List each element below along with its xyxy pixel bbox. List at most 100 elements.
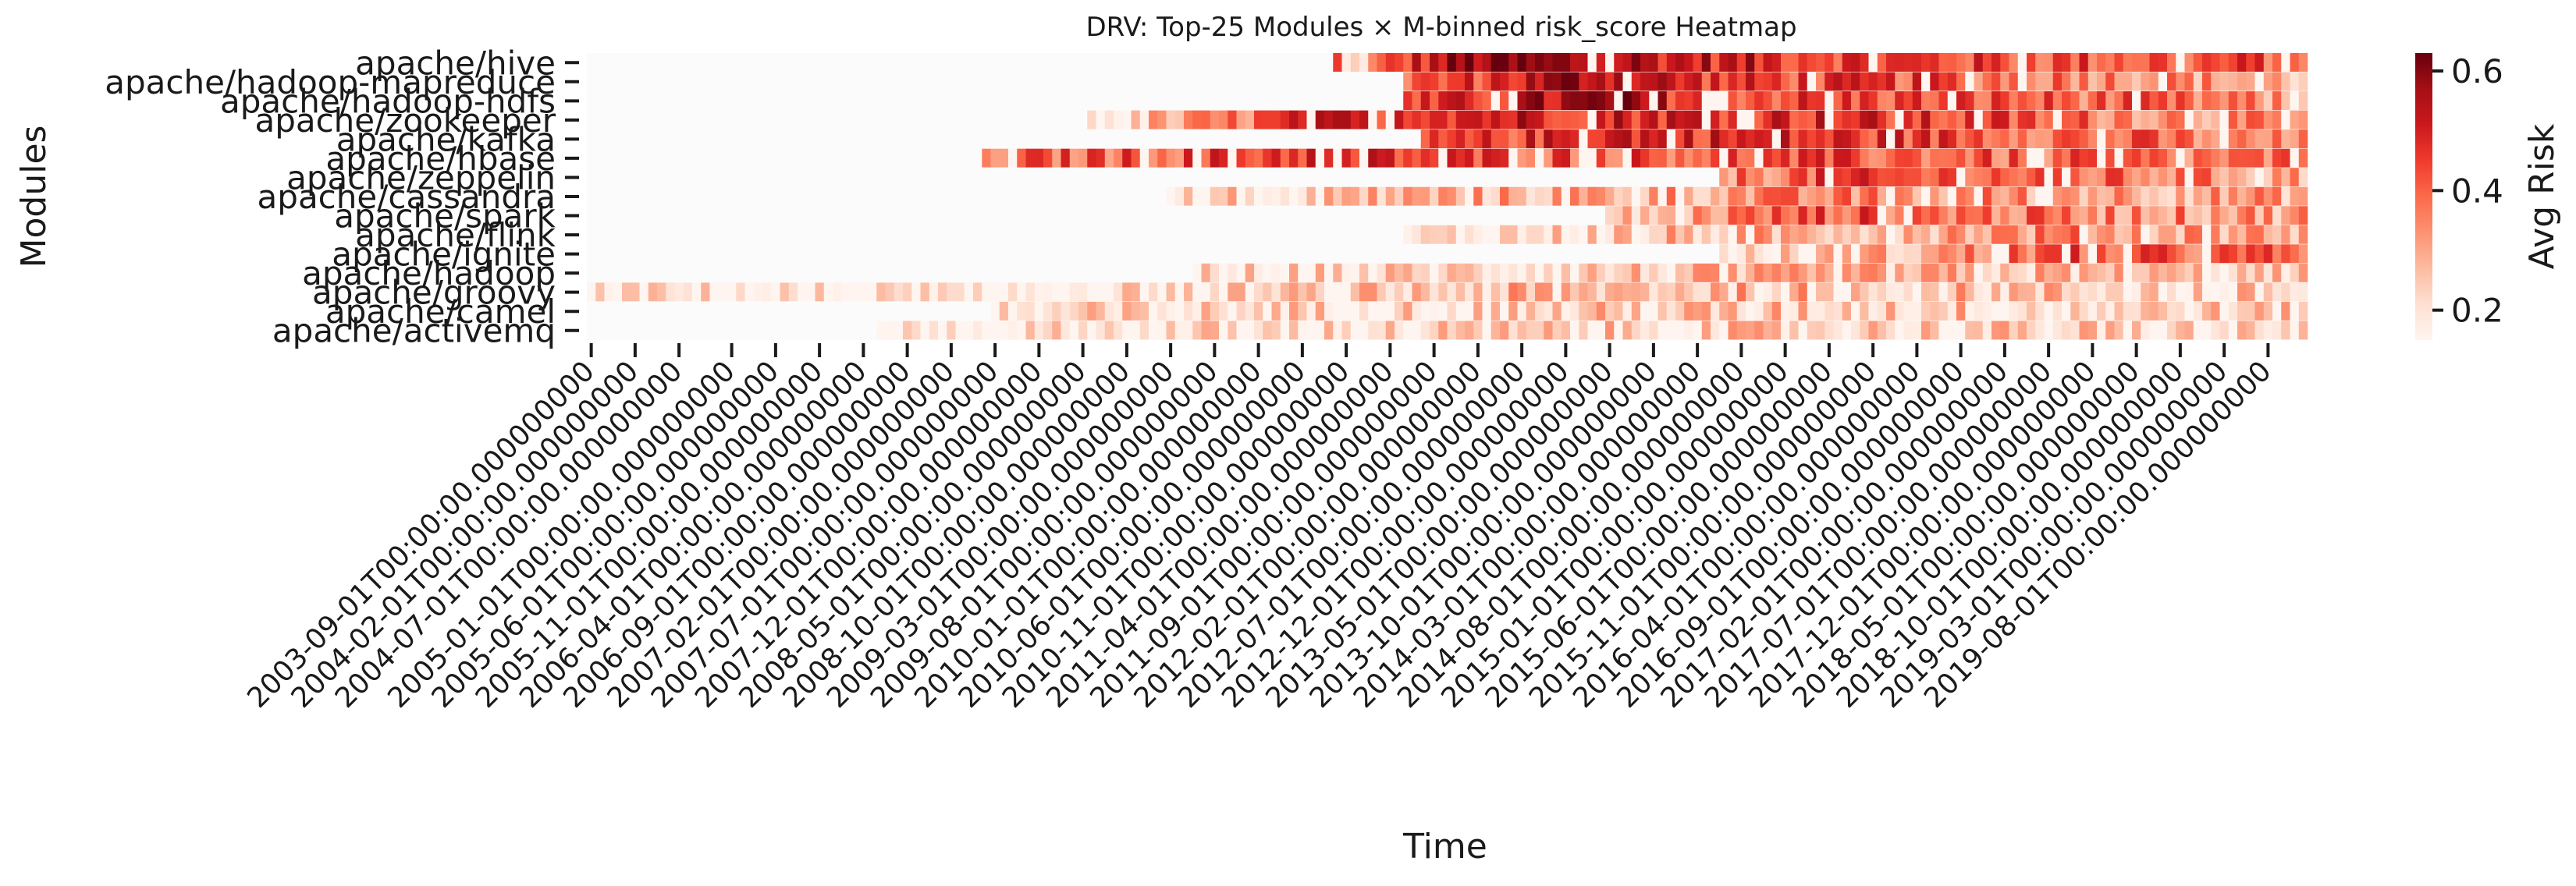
heatmap-cell (1631, 53, 1641, 72)
heatmap-cell (1798, 263, 1808, 282)
heatmap-cell (1658, 148, 1668, 168)
heatmap-cell (2141, 53, 2150, 72)
heatmap-cell (2237, 72, 2247, 91)
heatmap-cell (2087, 301, 2098, 321)
heatmap-cell (2097, 244, 2106, 264)
heatmap-cell (2114, 186, 2124, 206)
heatmap-cell (1561, 110, 1571, 129)
heatmap-cell (1500, 263, 1509, 282)
heatmap-cell (2158, 53, 2168, 72)
heatmap-cell (2044, 225, 2054, 244)
heatmap-cell (1658, 129, 1668, 149)
heatmap-cell (1816, 148, 1825, 168)
heatmap-cell (2211, 148, 2220, 168)
heatmap-cell (1236, 301, 1246, 321)
heatmap-cell (2219, 186, 2230, 206)
heatmap-cell (2017, 321, 2027, 340)
heatmap-cell (1701, 263, 1711, 282)
heatmap-cell (1315, 110, 1325, 129)
heatmap-cell (1508, 282, 1518, 302)
heatmap-cell (2062, 91, 2071, 110)
heatmap-cell (1061, 148, 1071, 168)
heatmap-cell (1798, 282, 1808, 302)
heatmap-cell (1412, 110, 1422, 129)
heatmap-cell (1631, 129, 1641, 149)
heatmap-cell (1886, 148, 1896, 168)
heatmap-cell (2246, 301, 2255, 321)
heatmap-cell (1921, 225, 1931, 244)
heatmap-cell (2009, 244, 2019, 264)
heatmap-cell (2149, 110, 2159, 129)
heatmap-cell (1596, 186, 1606, 206)
heatmap-cell (1385, 53, 1395, 72)
heatmap-cell (1860, 282, 1869, 302)
heatmap-cell (1921, 129, 1931, 149)
heatmap-cell (1280, 186, 1290, 206)
heatmap-cell (2167, 129, 2176, 149)
heatmap-cell (1622, 148, 1633, 168)
heatmap-cell (1736, 263, 1746, 282)
heatmap-cell (2000, 72, 2009, 91)
heatmap-cell (1017, 301, 1026, 321)
heatmap-cell (2228, 206, 2238, 225)
heatmap-cell (1420, 225, 1430, 244)
heatmap-cell (1017, 282, 1026, 302)
heatmap-cell (1587, 282, 1597, 302)
heatmap-cell (1455, 301, 1466, 321)
heatmap-cell (2087, 225, 2098, 244)
heatmap-cell (1280, 110, 1290, 129)
heatmap-cell (2097, 53, 2106, 72)
heatmap-cell (1666, 206, 1676, 225)
heatmap-cell (788, 282, 798, 302)
heatmap-cell (1166, 321, 1176, 340)
heatmap-cell (1561, 148, 1571, 168)
heatmap-cell (1684, 301, 1693, 321)
heatmap-cell (1412, 321, 1422, 340)
heatmap-cell (2158, 206, 2168, 225)
heatmap-cell (1763, 129, 1773, 149)
heatmap-cell (1455, 110, 1466, 129)
heatmap-cell (2017, 206, 2027, 225)
heatmap-cell (2079, 91, 2089, 110)
heatmap-cell (2017, 225, 2027, 244)
heatmap-cell (1508, 129, 1518, 149)
heatmap-cell (2219, 206, 2230, 225)
heatmap-cell (2254, 282, 2265, 302)
heatmap-cell (2105, 91, 2115, 110)
heatmap-cell (1561, 91, 1571, 110)
heatmap-cell (1412, 53, 1422, 72)
heatmap-cell (1693, 148, 1703, 168)
heatmap-cell (1087, 110, 1096, 129)
heatmap-cell (2052, 72, 2063, 91)
heatmap-cell (2123, 148, 2133, 168)
heatmap-cell (1438, 282, 1448, 302)
heatmap-cell (1860, 206, 1869, 225)
heatmap-cell (1842, 301, 1852, 321)
heatmap-cell (1921, 168, 1931, 187)
heatmap-cell (2176, 301, 2185, 321)
heatmap-cell (2281, 263, 2290, 282)
heatmap-cell (2114, 72, 2124, 91)
heatmap-cells (587, 53, 2308, 340)
heatmap-cell (973, 321, 982, 340)
heatmap-cell (2193, 110, 2203, 129)
heatmap-cell (2009, 168, 2019, 187)
heatmap-cell (2035, 129, 2045, 149)
heatmap-cell (2176, 168, 2185, 187)
heatmap-cell (1587, 129, 1597, 149)
y-tick-labels: apache/hiveapache/hadoop-mapreduceapache… (105, 44, 579, 350)
heatmap-cell (2246, 206, 2255, 225)
heatmap-cell (1289, 110, 1299, 129)
heatmap-cell (1640, 263, 1650, 282)
heatmap-cell (1465, 321, 1474, 340)
heatmap-cell (1535, 321, 1544, 340)
heatmap-cell (2087, 282, 2098, 302)
heatmap-cell (1992, 168, 2001, 187)
heatmap-cell (1210, 186, 1220, 206)
heatmap-cell (1385, 263, 1395, 282)
heatmap-cell (1631, 225, 1641, 244)
heatmap-cell (1974, 110, 1984, 129)
heatmap-cell (999, 148, 1009, 168)
x-tick-labels: 2003-09-01T00:00:00.0000000002004-02-01T… (241, 343, 2278, 714)
heatmap-cell (1631, 148, 1641, 168)
